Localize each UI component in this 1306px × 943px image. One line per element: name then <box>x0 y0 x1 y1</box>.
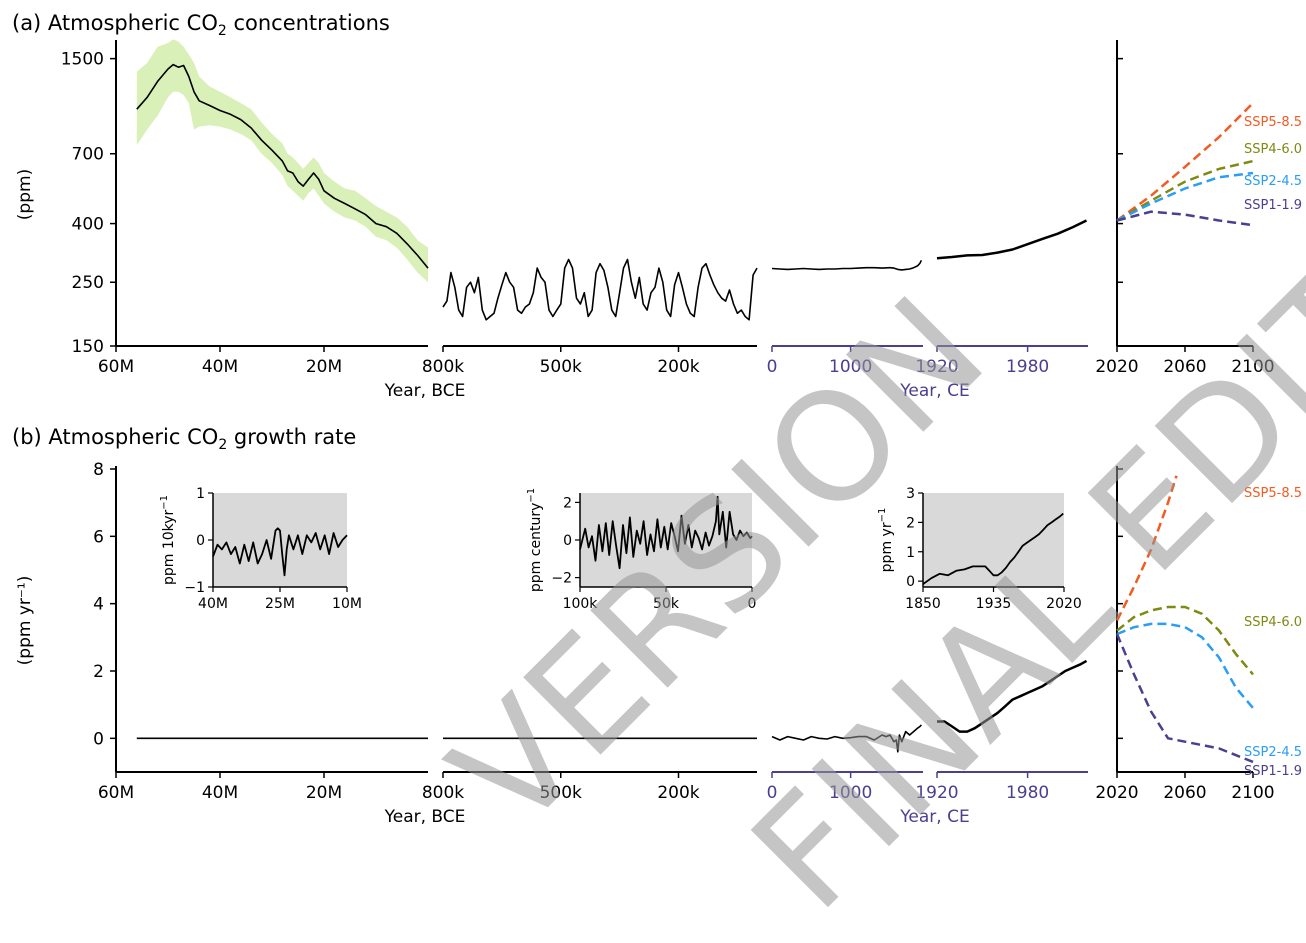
panel-b-xtick-label: 500k <box>540 783 582 803</box>
panel-a-series-paleo <box>136 63 429 269</box>
inset1-ylabel: ppm 10kyr−1 <box>159 495 177 585</box>
figure: (a) Atmospheric CO2 concentrations (b) A… <box>12 11 1302 827</box>
panel-b-xtick-label: 800k <box>422 783 464 803</box>
panel-b-label-SSP2-4.5: SSP2-4.5 <box>1244 745 1302 760</box>
panel-a-xtick-label: 800k <box>422 357 464 377</box>
panel-a-label-SSP5-8.5: SSP5-8.5 <box>1244 115 1302 130</box>
panel-b-xtick-label: 200k <box>657 783 699 803</box>
panel-b-xtick-label: 2100 <box>1231 783 1274 803</box>
panel-a-xtick-label: 1920 <box>915 357 958 377</box>
panel-a-series-SSP4-6.0 <box>1116 159 1254 222</box>
panel-a-ytick-label: 150 <box>72 337 104 357</box>
inset2-ylabel: ppm century−1 <box>526 488 544 592</box>
inset2-xtick-label: 100k <box>563 596 599 612</box>
panel-a-xtick-label: 500k <box>540 357 582 377</box>
panel-b-xtick-label: 2020 <box>1095 783 1138 803</box>
panel-b-series-SSP2-4.5 <box>1116 622 1254 709</box>
panel-a-label-SSP2-4.5: SSP2-4.5 <box>1244 174 1302 189</box>
inset2-ytick-label: 2 <box>563 495 572 511</box>
inset3-background <box>923 493 1064 587</box>
panel-a-xtick-label: 2020 <box>1095 357 1138 377</box>
inset3-ylabel: ppm yr−1 <box>877 508 895 573</box>
inset3-ytick-label: 3 <box>906 486 915 502</box>
inset3-ytick-label: 0 <box>906 574 915 590</box>
panel-a-ytick-label: 250 <box>72 273 104 293</box>
panel-a-xlabel-paleo: Year, BCE <box>384 381 466 401</box>
panel-a-xtick-label: 20M <box>306 357 342 377</box>
inset3-series <box>922 512 1064 585</box>
panel-b-ytick-label: 0 <box>93 729 104 749</box>
panel-b-xtick-label: 60M <box>98 783 134 803</box>
inset1-series <box>212 527 348 577</box>
panel-b-xtick-label: 1000 <box>829 783 872 803</box>
panel-a-series-common_era <box>771 259 923 271</box>
panel-a-ytick-label: 700 <box>72 145 104 165</box>
inset3-xtick-label: 1935 <box>976 596 1012 612</box>
panel-a-series-SSP1-1.9 <box>1116 210 1254 227</box>
inset1-ytick-label: −1 <box>184 580 205 596</box>
inset2-ytick-label: 0 <box>563 533 572 549</box>
inset1-ytick-label: 0 <box>196 533 205 549</box>
panel-b-label-SSP5-8.5: SSP5-8.5 <box>1244 486 1302 501</box>
inset2-series <box>579 495 753 570</box>
panel-b-xtick-label: 1920 <box>915 783 958 803</box>
panel-b-xtick-label: 1980 <box>1006 783 1049 803</box>
panel-a-xtick-label: 2060 <box>1163 357 1206 377</box>
panel-b-xlabel-paleo: Year, BCE <box>384 807 466 827</box>
panel-a-xlabel-instrumental: Year, CE <box>899 381 969 401</box>
panel-a-ytick-label: 1500 <box>61 50 104 70</box>
inset3-ytick-label: 1 <box>906 545 915 561</box>
panel-b-xtick-label: 40M <box>202 783 238 803</box>
panel-a-title: (a) Atmospheric CO2 concentrations <box>12 11 390 39</box>
panel-b-series-instrumental <box>937 659 1088 733</box>
inset3-xtick-label: 2020 <box>1046 596 1082 612</box>
panel-b-ytick-label: 4 <box>93 595 104 615</box>
panel-a-series-instrumental <box>936 219 1088 260</box>
panel-b-xtick-label: 0 <box>767 783 778 803</box>
panel-a-xtick-label: 0 <box>767 357 778 377</box>
panel-b-series-common_era <box>771 724 922 753</box>
panel-b-ytick-label: 2 <box>93 662 104 682</box>
inset1-xtick-label: 40M <box>198 596 228 612</box>
panel-a-xtick-label: 200k <box>657 357 699 377</box>
panel-b-ytick-label: 8 <box>93 460 104 480</box>
inset2-xtick-label: 50k <box>653 596 680 612</box>
panel-a-xtick-label: 1000 <box>829 357 872 377</box>
panel-b-ylabel: (ppm yr⁻¹) <box>15 576 35 666</box>
panel-a-ytick-label: 400 <box>72 215 104 235</box>
panel-b-ytick-label: 6 <box>93 527 104 547</box>
inset3-xtick-label: 1850 <box>905 596 941 612</box>
panel-a-xtick-label: 2100 <box>1231 357 1274 377</box>
panel-b-xtick-label: 2060 <box>1163 783 1206 803</box>
panel-a-ylabel: (ppm) <box>15 169 35 220</box>
panel-b-label-SSP1-1.9: SSP1-1.9 <box>1244 764 1302 779</box>
panel-a-series-SSP2-4.5 <box>1116 171 1254 222</box>
panel-a-label-SSP1-1.9: SSP1-1.9 <box>1244 198 1302 213</box>
panel-a-xtick-label: 60M <box>98 357 134 377</box>
panel-b-xlabel-instrumental: Year, CE <box>899 807 969 827</box>
panel-a-series-SSP5-8.5 <box>1116 102 1254 222</box>
panel-a-label-SSP4-6.0: SSP4-6.0 <box>1244 142 1302 157</box>
panel-a-xtick-label: 40M <box>202 357 238 377</box>
panel-b-series-SSP5-8.5 <box>1115 475 1178 622</box>
panel-a-xtick-label: 1980 <box>1006 357 1049 377</box>
inset2-ytick-label: −2 <box>551 571 572 587</box>
panel-b-xtick-label: 20M <box>306 783 342 803</box>
inset2-xtick-label: 0 <box>748 596 757 612</box>
inset1-xtick-label: 25M <box>265 596 295 612</box>
panel-b-series-SSP4-6.0 <box>1116 605 1254 676</box>
panel-b-series-SSP1-1.9 <box>1115 633 1254 764</box>
inset3-ytick-label: 2 <box>906 515 915 531</box>
panel-b-label-SSP4-6.0: SSP4-6.0 <box>1244 615 1302 630</box>
inset1-ytick-label: 1 <box>196 486 205 502</box>
inset1-xtick-label: 10M <box>332 596 362 612</box>
panel-b-title: (b) Atmospheric CO2 growth rate <box>12 425 356 453</box>
panel-a-series-ice_core <box>442 258 758 321</box>
